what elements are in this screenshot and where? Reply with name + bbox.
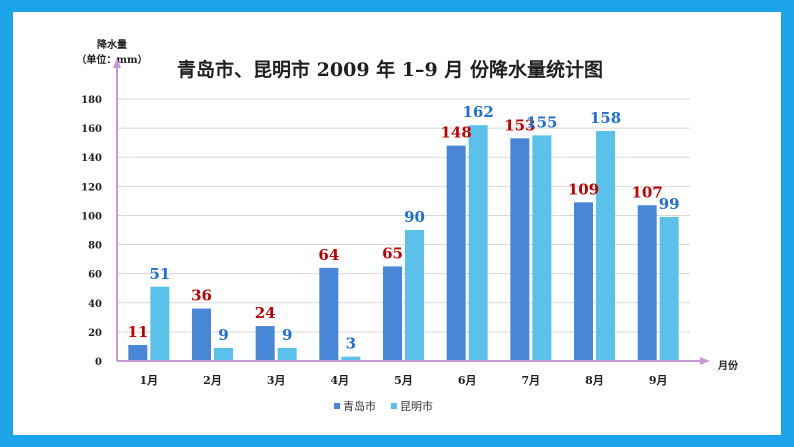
bar-qingdao xyxy=(383,266,402,361)
x-axis-arrow xyxy=(700,357,710,365)
bars-layer xyxy=(128,125,679,361)
y-tick-label: 160 xyxy=(81,124,102,135)
data-label: 99 xyxy=(659,195,680,213)
data-label: 11 xyxy=(127,323,148,341)
y-tick-label: 60 xyxy=(88,270,102,281)
chart-title: 青岛市、昆明市 2009 年 1–9 月 份降水量统计图 xyxy=(177,58,603,81)
x-tick-label: 3月 xyxy=(267,374,286,387)
x-tick-label: 2月 xyxy=(203,374,222,387)
grid-layer xyxy=(117,98,690,333)
y-tick-label: 100 xyxy=(81,211,102,222)
bar-qingdao xyxy=(446,145,466,361)
data-label: 162 xyxy=(463,103,494,121)
y-tick-label: 120 xyxy=(81,182,102,193)
bar-kunming xyxy=(150,286,170,361)
y-tick-label: 80 xyxy=(88,241,102,252)
y-tick-label: 20 xyxy=(88,328,102,339)
x-tick-label: 5月 xyxy=(394,374,413,387)
legend-swatch xyxy=(334,403,340,409)
data-label: 148 xyxy=(441,124,472,142)
bar-kunming xyxy=(596,131,615,361)
bar-kunming xyxy=(405,230,424,361)
y-tick-label: 40 xyxy=(88,299,102,310)
data-label: 90 xyxy=(404,208,425,226)
bar-qingdao xyxy=(574,202,593,361)
x-tick-label: 6月 xyxy=(458,374,477,387)
data-label: 51 xyxy=(149,265,170,283)
bar-kunming xyxy=(468,125,488,361)
y-axis-arrow xyxy=(113,58,121,68)
data-label: 36 xyxy=(191,287,212,305)
data-label: 153 xyxy=(504,116,535,134)
legend: 青岛市 昆明市 xyxy=(334,399,433,413)
bar-qingdao xyxy=(255,326,275,361)
axis-layer: 0 20 40 60 80 100 120 140 160 180 1月 2月 3月 4月 5月 6月 7月 8月… xyxy=(81,58,710,387)
data-label: 155 xyxy=(526,113,557,131)
x-tick-label: 8月 xyxy=(585,374,604,387)
data-label: 158 xyxy=(590,109,621,127)
x-tick-label: 4月 xyxy=(331,374,350,387)
data-label: 64 xyxy=(318,246,339,264)
x-tick-label: 9月 xyxy=(649,374,668,387)
bar-kunming xyxy=(214,347,233,361)
data-label: 107 xyxy=(632,183,663,201)
y-tick-label: 180 xyxy=(81,95,102,106)
data-label: 109 xyxy=(568,180,599,198)
x-tick-label: 7月 xyxy=(522,374,541,387)
y-axis-label-line1: 降水量 xyxy=(97,38,127,51)
bar-qingdao xyxy=(192,308,211,361)
bar-kunming xyxy=(341,356,361,361)
bar-qingdao xyxy=(319,267,339,361)
bar-kunming xyxy=(277,347,297,361)
legend-label: 昆明市 xyxy=(400,399,433,413)
y-axis-label-line2: （单位：mm） xyxy=(76,53,147,66)
bar-qingdao xyxy=(637,205,657,361)
y-tick-label: 140 xyxy=(81,153,102,164)
data-label: 65 xyxy=(382,244,403,262)
bar-qingdao xyxy=(510,138,530,361)
bar-kunming xyxy=(532,135,552,361)
legend-label: 青岛市 xyxy=(343,399,376,413)
x-axis-label: 月份 xyxy=(717,359,739,372)
bar-kunming xyxy=(659,216,679,361)
data-label: 24 xyxy=(255,304,276,322)
legend-swatch xyxy=(391,403,397,409)
data-label: 9 xyxy=(218,326,228,344)
y-tick-label: 0 xyxy=(95,357,102,368)
data-label: 9 xyxy=(282,326,292,344)
data-label: 3 xyxy=(346,335,356,353)
bar-qingdao xyxy=(128,344,148,361)
x-tick-label: 1月 xyxy=(140,374,159,387)
